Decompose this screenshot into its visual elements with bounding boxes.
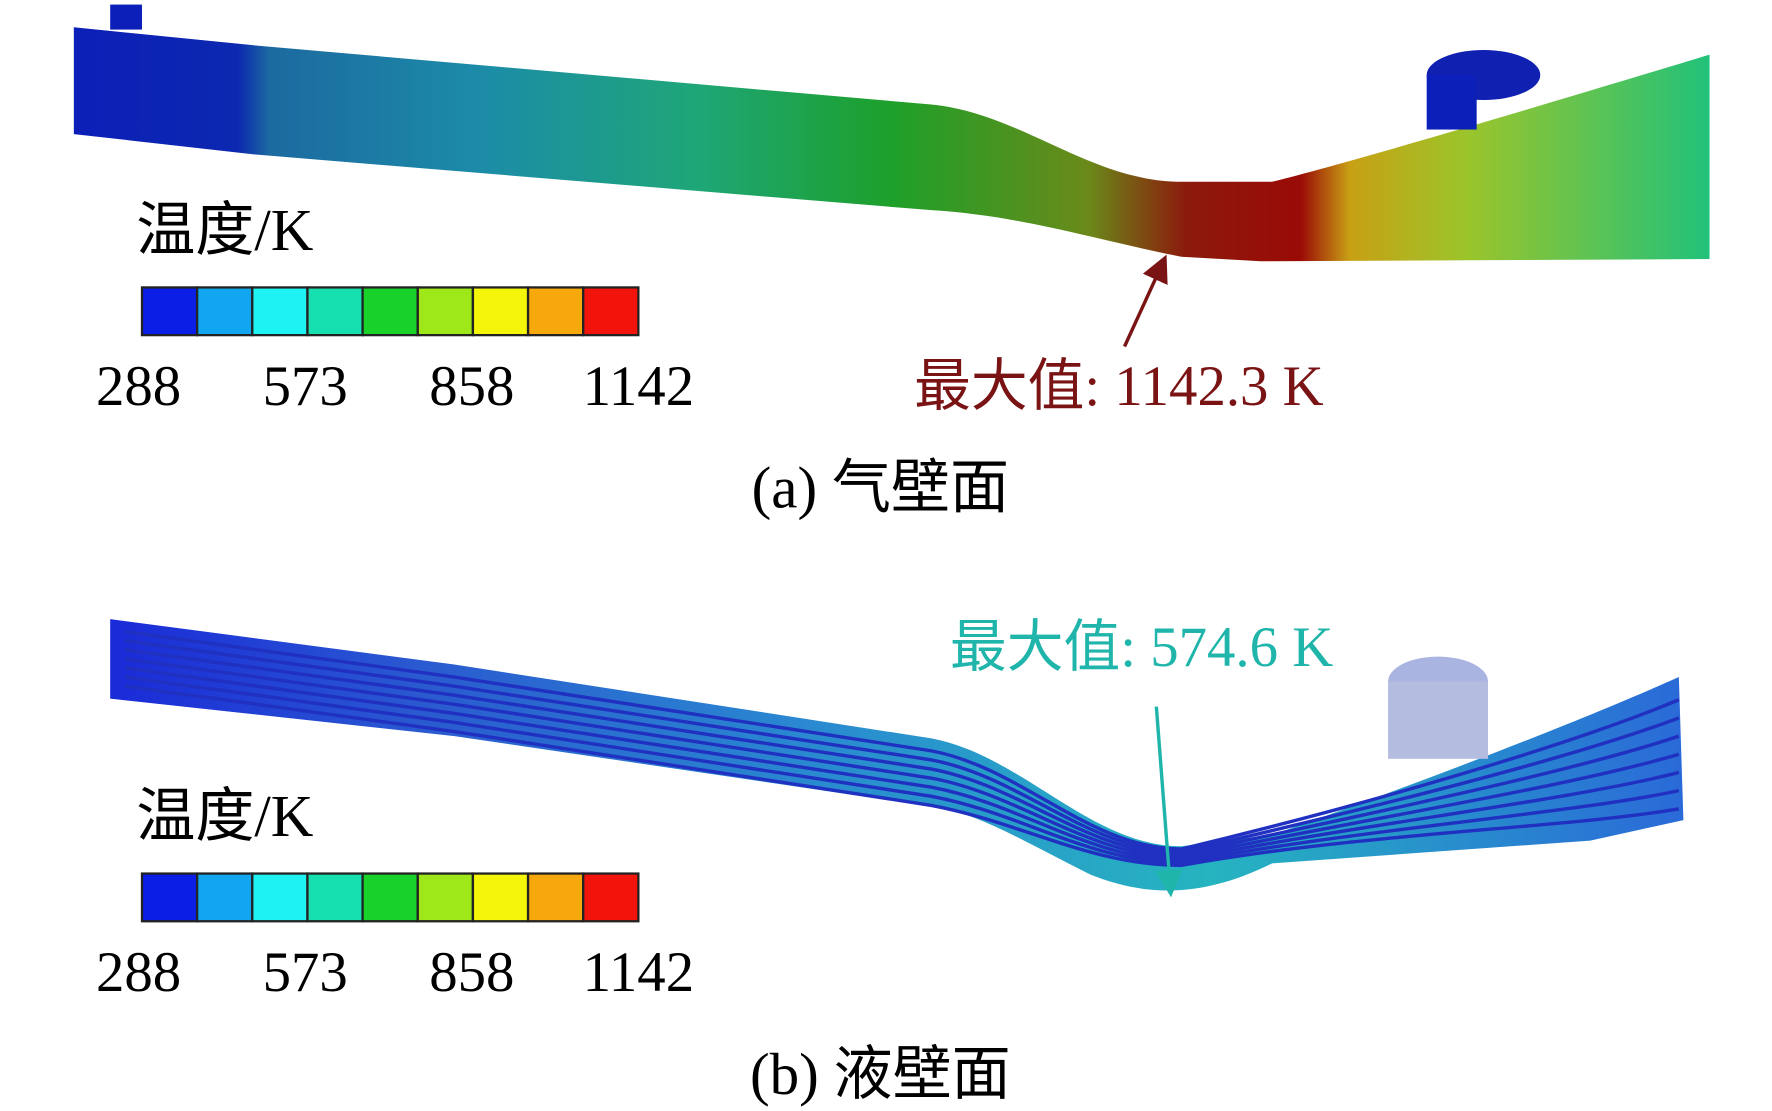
colorbar-cell (361, 872, 419, 923)
colorbar-cell (361, 286, 419, 337)
coolant-channel (124, 666, 1680, 862)
legend-tick-label: 1142 (583, 941, 694, 1004)
coolant-channel (124, 648, 1680, 857)
max-annotation: 最大值: 574.6 K (950, 616, 1333, 679)
colorbar-cell (140, 872, 199, 923)
caption: (b) 液壁面 (750, 1041, 1011, 1107)
legend-tick-label: 288 (96, 355, 181, 418)
colorbar-cell (582, 286, 640, 337)
legend-tick-label: 288 (96, 941, 181, 1004)
colorbar-cell (140, 286, 199, 337)
colorbar-cell (416, 872, 475, 923)
colorbar-cell (471, 872, 530, 923)
colorbar-cell (251, 286, 309, 337)
caption: (a) 气壁面 (752, 455, 1009, 521)
colorbar-cell (471, 286, 530, 337)
max-annotation: 最大值: 1142.3 K (914, 355, 1324, 418)
colorbar-cell (306, 872, 364, 923)
annotation-arrow (1122, 254, 1168, 348)
colorbar-cell (416, 286, 475, 337)
legend-tick-label: 573 (263, 941, 348, 1004)
legend-tick-label: 573 (263, 355, 348, 418)
colorbar-cell (526, 872, 585, 923)
legend-tick-label: 1142 (583, 355, 694, 418)
colorbar-cell (526, 286, 585, 337)
coolant-channel (124, 629, 1680, 851)
colorbar-cell (582, 872, 640, 923)
colorbar-cell (306, 286, 364, 337)
colorbar-cell (196, 872, 254, 923)
coolant-channel (124, 639, 1680, 854)
liquid-wall-model (110, 619, 1684, 891)
coolant-channel (124, 684, 1680, 868)
legend-tick-label: 858 (429, 941, 514, 1004)
coolant-channel (124, 675, 1680, 865)
panel: 温度/K 288 573 858 1142 最大值: 1142.3 K (a) 气壁面 (96, 197, 1324, 521)
colorbar-cell (196, 286, 254, 337)
panel: 温度/K 288 573 858 1142 最大值: 574.6 K (b) 液壁面 (96, 616, 1333, 1107)
annotation-arrow (1154, 706, 1183, 898)
legend-title: 温度/K (136, 783, 313, 849)
gas-wall-model (73, 4, 1710, 262)
legend-tick-label: 858 (429, 355, 514, 418)
legend-title: 温度/K (136, 197, 313, 263)
coolant-channel (124, 657, 1680, 859)
colorbar-cell (251, 872, 309, 923)
